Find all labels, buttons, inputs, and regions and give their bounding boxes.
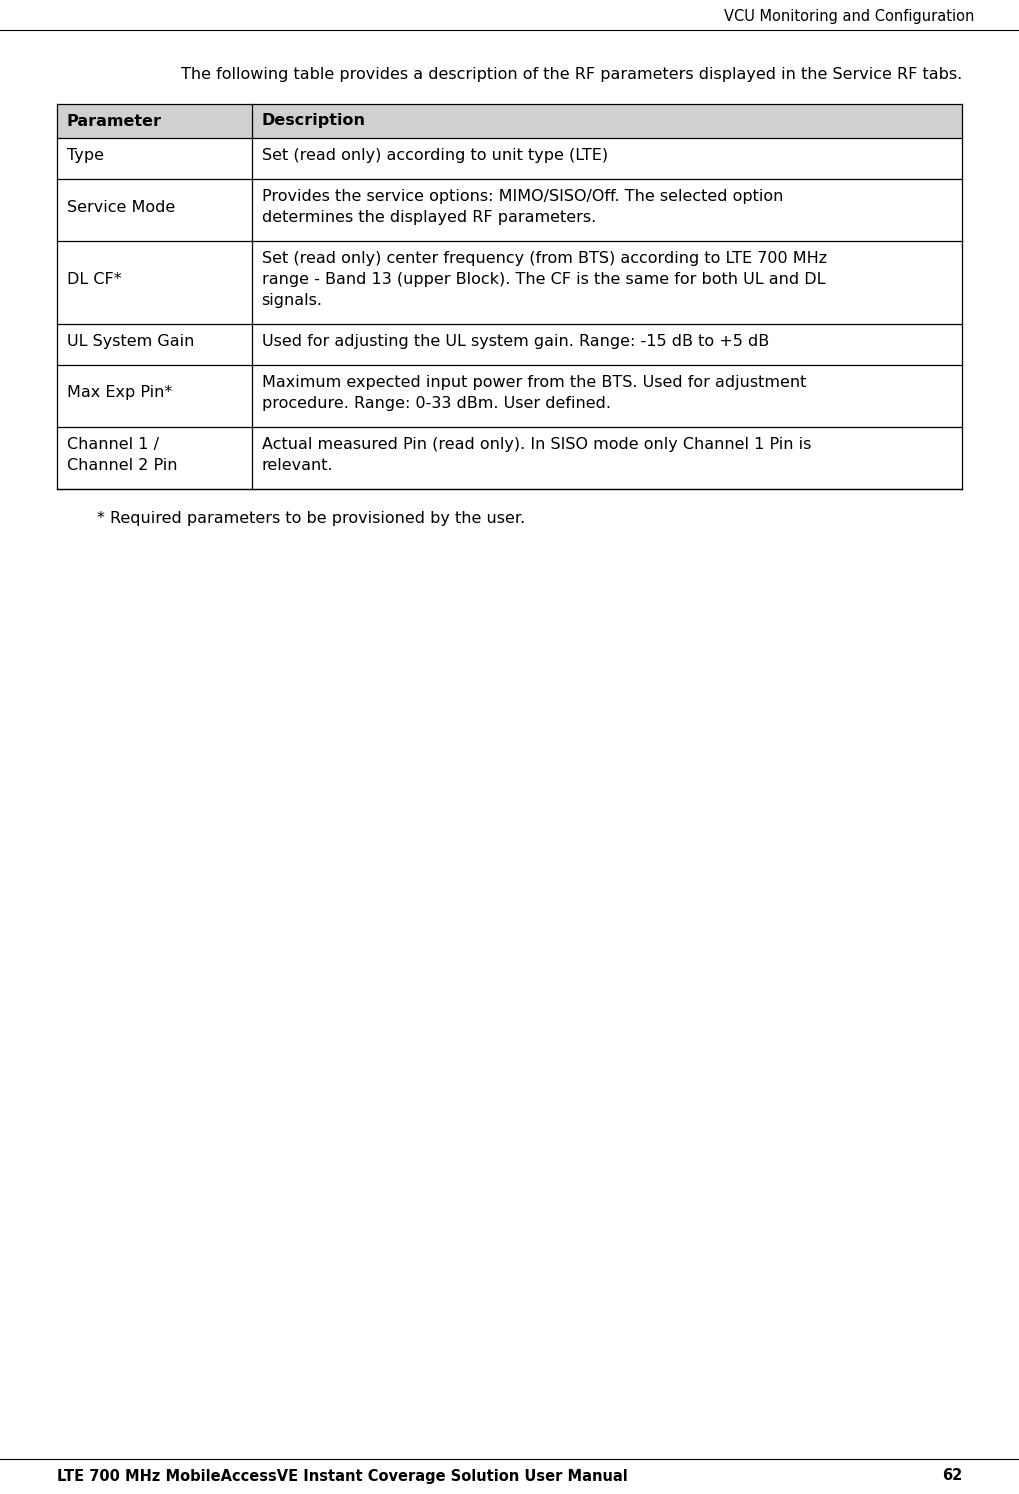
- Bar: [57, 105, 962, 137]
- Text: signals.: signals.: [262, 293, 323, 308]
- Text: VCU Monitoring and Configuration: VCU Monitoring and Configuration: [723, 9, 974, 24]
- Text: LTE 700 MHz MobileAccessVE Instant Coverage Solution User Manual: LTE 700 MHz MobileAccessVE Instant Cover…: [57, 1469, 628, 1484]
- Text: Description: Description: [262, 114, 366, 128]
- Bar: [57, 427, 962, 489]
- Text: range - Band 13 (upper Block). The CF is the same for both UL and DL: range - Band 13 (upper Block). The CF is…: [262, 272, 825, 287]
- Text: Service Mode: Service Mode: [67, 200, 175, 215]
- Text: relevant.: relevant.: [262, 459, 333, 474]
- Text: UL System Gain: UL System Gain: [67, 335, 195, 350]
- Bar: [57, 365, 962, 427]
- Text: Set (read only) according to unit type (LTE): Set (read only) according to unit type (…: [262, 148, 607, 163]
- Text: Provides the service options: MIMO/SISO/Off. The selected option: Provides the service options: MIMO/SISO/…: [262, 190, 783, 205]
- Bar: [57, 179, 962, 241]
- Text: 62: 62: [942, 1469, 962, 1484]
- Text: Actual measured Pin (read only). In SISO mode only Channel 1 Pin is: Actual measured Pin (read only). In SISO…: [262, 438, 811, 453]
- Text: The following table provides a description of the RF parameters displayed in the: The following table provides a descripti…: [180, 67, 962, 82]
- Bar: [57, 137, 962, 179]
- Text: Max Exp Pin*: Max Exp Pin*: [67, 385, 172, 400]
- Text: * Required parameters to be provisioned by the user.: * Required parameters to be provisioned …: [97, 511, 525, 526]
- Text: Channel 1 /: Channel 1 /: [67, 438, 159, 453]
- Text: Used for adjusting the UL system gain. Range: -15 dB to +5 dB: Used for adjusting the UL system gain. R…: [262, 335, 768, 350]
- Text: Parameter: Parameter: [67, 114, 162, 128]
- Bar: [57, 241, 962, 324]
- Text: Maximum expected input power from the BTS. Used for adjustment: Maximum expected input power from the BT…: [262, 375, 806, 390]
- Text: determines the displayed RF parameters.: determines the displayed RF parameters.: [262, 211, 596, 226]
- Text: DL CF*: DL CF*: [67, 272, 121, 287]
- Text: Type: Type: [67, 148, 104, 163]
- Text: procedure. Range: 0-33 dBm. User defined.: procedure. Range: 0-33 dBm. User defined…: [262, 396, 610, 411]
- Text: Channel 2 Pin: Channel 2 Pin: [67, 459, 177, 474]
- Text: Set (read only) center frequency (from BTS) according to LTE 700 MHz: Set (read only) center frequency (from B…: [262, 251, 826, 266]
- Bar: [57, 324, 962, 365]
